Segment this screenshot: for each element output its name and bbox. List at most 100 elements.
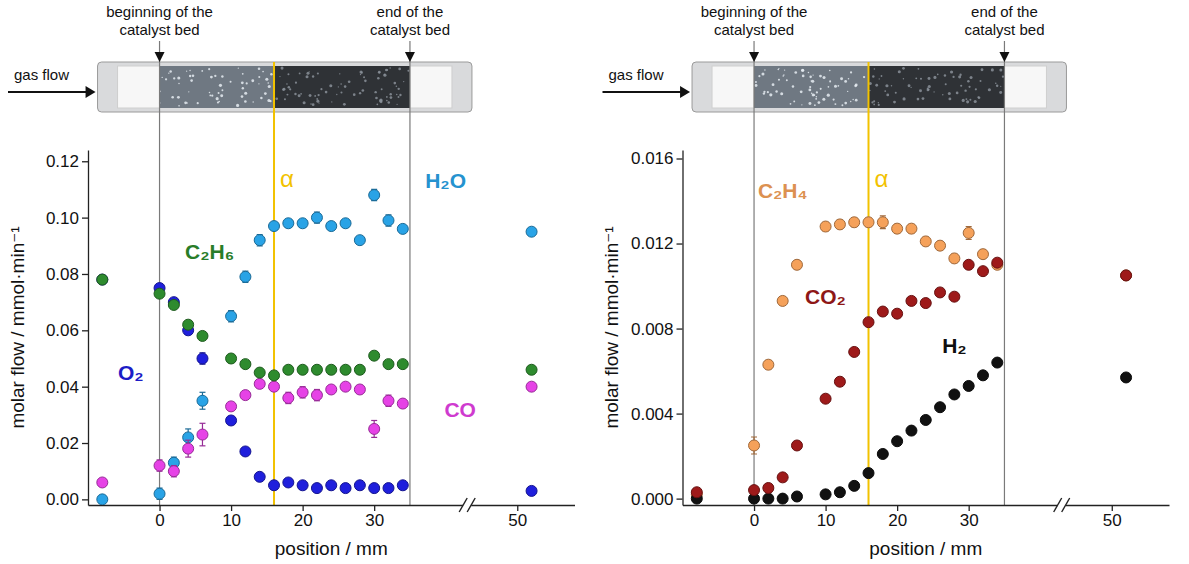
series-label: H₂ bbox=[942, 334, 967, 357]
tube-speckle bbox=[390, 96, 393, 99]
tube-speckle bbox=[396, 94, 398, 96]
axis-break-slash bbox=[459, 498, 467, 512]
tube-speckle bbox=[808, 72, 810, 74]
tube-speckle bbox=[816, 96, 818, 98]
tube-speckle bbox=[979, 80, 981, 82]
data-point bbox=[297, 387, 308, 398]
tube-glass bbox=[98, 62, 472, 112]
y-axis-title: molar flow / mmol·min⁻¹ bbox=[601, 226, 622, 428]
error-bar-cap bbox=[185, 440, 191, 441]
annotation-line: catalyst bed bbox=[370, 21, 450, 38]
data-point bbox=[240, 446, 251, 457]
data-point bbox=[311, 390, 322, 401]
plot-data bbox=[691, 216, 1131, 504]
tube-speckle bbox=[310, 103, 312, 105]
data-point bbox=[777, 493, 788, 504]
tube-speckle bbox=[827, 94, 830, 97]
tube-speckle bbox=[378, 71, 381, 74]
tick-mark bbox=[82, 330, 88, 331]
tube-speckle bbox=[801, 69, 804, 72]
tick-label: 30 bbox=[365, 511, 384, 530]
tube-speckle bbox=[161, 77, 162, 78]
data-point bbox=[326, 364, 337, 375]
data-point bbox=[354, 384, 365, 395]
tube-speckle bbox=[407, 70, 409, 72]
tube-speckle bbox=[260, 97, 263, 100]
tube-speckle bbox=[331, 101, 332, 102]
series-label: CO bbox=[444, 398, 476, 421]
tube-speckle bbox=[967, 80, 970, 83]
tube-speckle bbox=[875, 84, 878, 87]
tube-speckle bbox=[303, 101, 306, 104]
tube-speckle bbox=[919, 89, 922, 92]
tube-speckle bbox=[792, 85, 795, 88]
tube-speckle bbox=[847, 91, 848, 92]
alpha-label: α bbox=[280, 165, 294, 192]
tube-speckle bbox=[216, 97, 219, 100]
tube-speckle bbox=[379, 99, 382, 102]
tube-speckle bbox=[999, 91, 1002, 94]
tube-speckle bbox=[219, 84, 222, 87]
data-point bbox=[791, 440, 802, 451]
tube-speckle bbox=[379, 99, 382, 102]
data-point bbox=[892, 308, 903, 319]
data-point bbox=[834, 376, 845, 387]
error-bar-cap bbox=[371, 437, 377, 438]
annotation-line: catalyst bed bbox=[714, 21, 794, 38]
tube-speckle bbox=[316, 98, 318, 100]
data-point bbox=[369, 350, 380, 361]
tube-speckle bbox=[211, 95, 213, 97]
error-bar-cap bbox=[199, 392, 205, 393]
annotation-line: end of the bbox=[377, 3, 444, 20]
quartz-wool bbox=[410, 66, 452, 108]
flow-label: gas flow bbox=[609, 66, 664, 83]
tube-speckle bbox=[318, 102, 319, 103]
tube-speckle bbox=[837, 85, 839, 87]
alpha-line bbox=[868, 62, 870, 505]
tube-speckle bbox=[177, 96, 180, 99]
tube-speckle bbox=[969, 99, 971, 101]
tick-label: 0 bbox=[750, 511, 759, 530]
tube-speckle bbox=[251, 79, 254, 82]
tube-speckle bbox=[893, 101, 896, 104]
tick-label: 0.04 bbox=[46, 378, 79, 397]
tube-speckle bbox=[817, 101, 820, 104]
data-point bbox=[197, 353, 208, 364]
data-point bbox=[269, 381, 280, 392]
y-axis-title: molar flow / mmol·min⁻¹ bbox=[7, 226, 28, 428]
tube-speckle bbox=[850, 71, 852, 73]
data-point bbox=[297, 364, 308, 375]
tick-label: 0.06 bbox=[46, 321, 79, 340]
tube-speckle bbox=[974, 100, 977, 103]
annotation-line: end of the bbox=[971, 3, 1038, 20]
catalyst-bed-light bbox=[754, 66, 868, 108]
series bbox=[97, 378, 537, 488]
tube-speckle bbox=[878, 104, 880, 106]
data-point bbox=[354, 480, 365, 491]
tube-speckle bbox=[286, 94, 288, 96]
tube-speckle bbox=[802, 75, 805, 78]
data-point bbox=[154, 288, 165, 299]
data-point bbox=[877, 448, 888, 459]
tube-speckle bbox=[299, 72, 301, 74]
tube-speckle bbox=[294, 93, 296, 95]
tick: 30 bbox=[960, 505, 979, 530]
tube-speckle bbox=[221, 89, 223, 91]
tube-speckle bbox=[970, 76, 973, 79]
data-point bbox=[383, 359, 394, 370]
tube-speckle bbox=[878, 102, 879, 103]
tube-speckle bbox=[809, 86, 811, 88]
tube-speckle bbox=[933, 76, 936, 79]
tube-speckle bbox=[317, 72, 319, 74]
tube-speckle bbox=[828, 86, 830, 88]
tick-mark bbox=[677, 243, 683, 244]
tube-speckle bbox=[1002, 75, 1004, 77]
tick-mark bbox=[677, 158, 683, 159]
data-point bbox=[369, 190, 380, 201]
tick: 20 bbox=[294, 505, 313, 530]
data-point bbox=[97, 477, 108, 488]
tube-speckle bbox=[958, 76, 961, 79]
y-axis: 0.0000.0040.0080.0120.016 bbox=[631, 149, 683, 508]
tick: 0 bbox=[155, 505, 164, 530]
tube-speckle bbox=[952, 76, 954, 78]
